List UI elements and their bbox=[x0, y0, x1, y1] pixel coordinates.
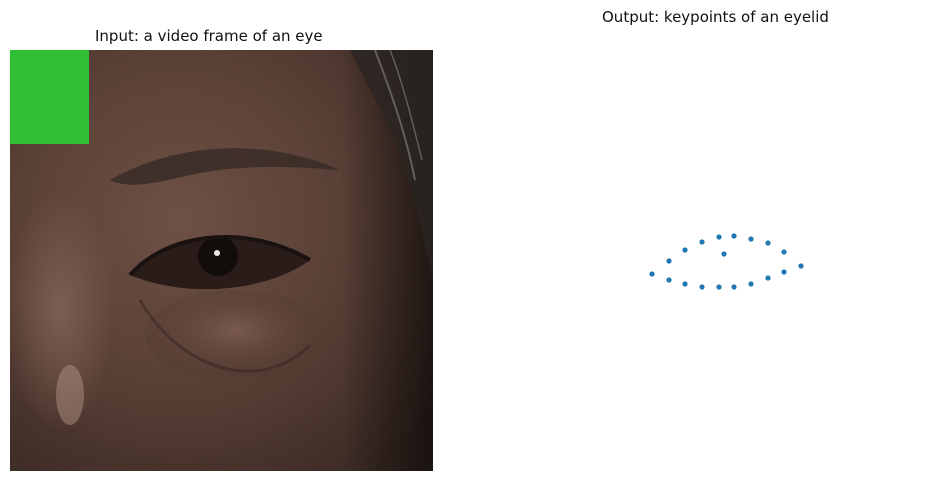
output-panel-title: Output: keypoints of an eyelid bbox=[602, 8, 829, 26]
keypoint-0 bbox=[649, 271, 655, 277]
keypoint-8 bbox=[781, 249, 787, 255]
keypoint-6 bbox=[748, 236, 754, 242]
green-marker bbox=[10, 50, 89, 144]
keypoint-12 bbox=[682, 281, 688, 287]
keypoint-5 bbox=[731, 233, 737, 239]
keypoint-10 bbox=[721, 251, 727, 257]
keypoint-7 bbox=[765, 240, 771, 246]
keypoint-3 bbox=[699, 239, 705, 245]
keypoint-9 bbox=[798, 263, 804, 269]
keypoint-17 bbox=[765, 275, 771, 281]
keypoint-2 bbox=[682, 247, 688, 253]
keypoint-1 bbox=[666, 258, 672, 264]
keypoint-16 bbox=[748, 281, 754, 287]
input-panel-title: Input: a video frame of an eye bbox=[95, 27, 323, 45]
keypoint-18 bbox=[781, 269, 787, 275]
keypoint-14 bbox=[716, 284, 722, 290]
keypoint-15 bbox=[731, 284, 737, 290]
eye-video-frame bbox=[10, 50, 433, 471]
keypoint-11 bbox=[666, 277, 672, 283]
eyelid-keypoints-plot bbox=[649, 233, 804, 290]
keypoint-13 bbox=[699, 284, 705, 290]
keypoint-4 bbox=[716, 234, 722, 240]
